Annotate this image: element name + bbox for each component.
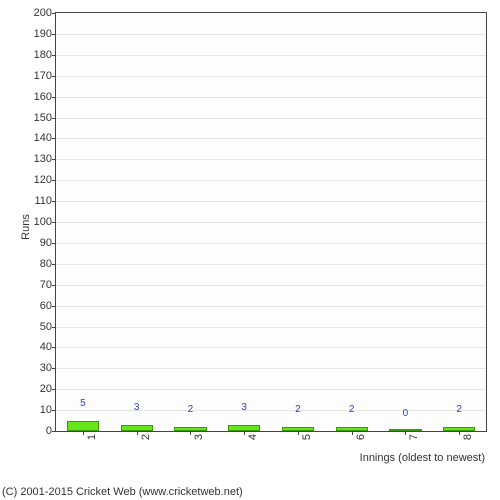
xtick-label: 5 — [295, 434, 313, 440]
ytick-label: 180 — [34, 49, 56, 61]
ytick-label: 140 — [34, 132, 56, 144]
ytick-label: 170 — [34, 70, 56, 82]
ytick-label: 120 — [34, 174, 56, 186]
gridline — [56, 389, 486, 390]
plot-area: 0102030405060708090100110120130140150160… — [55, 12, 487, 432]
ytick-label: 60 — [40, 300, 56, 312]
gridline — [56, 201, 486, 202]
gridline — [56, 159, 486, 160]
bar-value-label: 2 — [456, 404, 462, 415]
gridline — [56, 97, 486, 98]
bar-value-label: 2 — [295, 404, 301, 415]
gridline — [56, 410, 486, 411]
gridline — [56, 347, 486, 348]
gridline — [56, 306, 486, 307]
bar-value-label: 3 — [241, 402, 247, 413]
ytick-label: 50 — [40, 321, 56, 333]
xtick-label: 4 — [241, 434, 259, 440]
ytick-label: 40 — [40, 341, 56, 353]
xtick-label: 1 — [80, 434, 98, 440]
xtick-label: 2 — [134, 434, 152, 440]
bar-value-label: 2 — [349, 404, 355, 415]
bar-value-label: 5 — [80, 398, 86, 409]
gridline — [56, 76, 486, 77]
bar-value-label: 2 — [188, 404, 194, 415]
xtick-label: 6 — [349, 434, 367, 440]
ytick-label: 0 — [46, 425, 56, 437]
xtick-label: 7 — [403, 434, 421, 440]
gridline — [56, 285, 486, 286]
ytick-label: 20 — [40, 383, 56, 395]
ytick-label: 110 — [34, 195, 56, 207]
ytick-label: 200 — [34, 7, 56, 19]
gridline — [56, 264, 486, 265]
ytick-label: 80 — [40, 258, 56, 270]
bar-value-label: 3 — [134, 402, 140, 413]
copyright-footer: (C) 2001-2015 Cricket Web (www.cricketwe… — [2, 486, 243, 498]
ytick-label: 190 — [34, 28, 56, 40]
gridline — [56, 180, 486, 181]
ytick-label: 160 — [34, 91, 56, 103]
gridline — [56, 55, 486, 56]
x-axis-label: Innings (oldest to newest) — [360, 452, 485, 464]
chart-container: 0102030405060708090100110120130140150160… — [0, 0, 500, 500]
gridline — [56, 222, 486, 223]
ytick-label: 70 — [40, 279, 56, 291]
ytick-label: 10 — [40, 404, 56, 416]
gridline — [56, 368, 486, 369]
xtick-label: 8 — [456, 434, 474, 440]
gridline — [56, 118, 486, 119]
bar-value-label: 0 — [403, 408, 409, 419]
ytick-label: 90 — [40, 237, 56, 249]
ytick-label: 130 — [34, 153, 56, 165]
xtick-label: 3 — [188, 434, 206, 440]
gridline — [56, 327, 486, 328]
gridline — [56, 243, 486, 244]
ytick-label: 30 — [40, 362, 56, 374]
gridline — [56, 138, 486, 139]
gridline — [56, 34, 486, 35]
ytick-label: 150 — [34, 112, 56, 124]
bar — [67, 421, 99, 431]
y-axis-label: Runs — [20, 214, 32, 240]
ytick-label: 100 — [34, 216, 56, 228]
